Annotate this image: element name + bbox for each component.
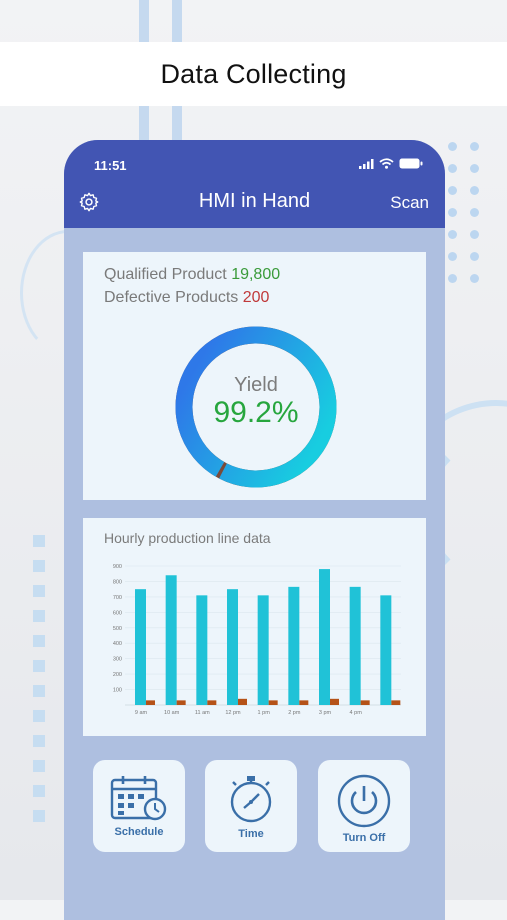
y-tick-label: 700 (113, 595, 122, 601)
yield-value: 99.2% (213, 396, 299, 429)
bar-series-2 (299, 700, 309, 705)
bar-series-2 (146, 700, 155, 705)
scan-button[interactable]: Scan (390, 193, 429, 212)
qualified-label: Qualified Product (104, 266, 227, 283)
hourly-chart-card: Hourly production line data 100 200 300 400… (83, 518, 426, 736)
y-tick-label: 300 (113, 657, 122, 663)
x-tick-label: 11 am (195, 710, 210, 716)
phone-frame: 11:51 HMI in Hand Scan Qualified (64, 140, 445, 920)
bar-series-2 (238, 698, 247, 705)
battery-icon (399, 158, 423, 169)
turn-off-label: Turn Off (342, 832, 386, 844)
yield-label: Yield (234, 374, 278, 396)
bar-series-2 (176, 700, 186, 705)
status-icons (359, 158, 423, 169)
time-button[interactable]: Time (205, 760, 297, 852)
bar-series-1 (288, 586, 300, 705)
turn-off-button[interactable]: Turn Off (318, 760, 410, 852)
defective-product-row: Defective Products 200 (104, 289, 269, 307)
schedule-button[interactable]: Schedule (93, 760, 185, 852)
yield-ring-qualified (175, 326, 337, 488)
hourly-bar-chart: 100 200 300 400 500 600 700 800 900 9 am 10 am 11 a… (113, 564, 401, 716)
defective-value: 200 (242, 289, 270, 306)
bar-series-1 (319, 569, 330, 705)
x-tick-label: 1 pm (258, 710, 271, 716)
bar-series-1 (227, 589, 238, 705)
qualified-value: 19,800 (231, 266, 281, 283)
qualified-product-row: Qualified Product 19,800 (104, 266, 280, 284)
y-tick-label: 600 (113, 610, 122, 616)
bar-series-1 (165, 575, 177, 705)
bar-series-1 (380, 595, 392, 705)
y-tick-label: 100 (113, 688, 122, 694)
x-tick-label: 9 am (135, 710, 148, 716)
gear-icon[interactable] (78, 191, 100, 213)
bar-series-2 (207, 700, 217, 705)
x-tick-label: 2 pm (288, 710, 301, 716)
bar-series-1 (257, 595, 269, 705)
bar-series-2 (360, 700, 370, 705)
yield-donut (175, 326, 337, 488)
app-header: 11:51 HMI in Hand Scan (64, 140, 445, 228)
signal-icon (359, 158, 374, 169)
wifi-icon (379, 158, 394, 169)
bar-series-2 (268, 700, 278, 705)
time-label: Time (238, 828, 264, 840)
bar-series-1 (349, 586, 361, 705)
schedule-label: Schedule (114, 826, 164, 838)
calendar-icon (110, 776, 167, 821)
bar-series-1 (196, 595, 208, 705)
x-tick-label: 4 pm (350, 710, 363, 716)
y-tick-label: 900 (113, 564, 122, 570)
stopwatch-icon (230, 776, 272, 823)
y-tick-label: 500 (113, 626, 122, 632)
yield-card: Qualified Product 19,800 Defective Produ… (83, 252, 426, 500)
y-tick-label: 200 (113, 672, 122, 678)
bar-series-2 (330, 698, 339, 705)
bar-series-1 (135, 589, 146, 705)
chart-title: Hourly production line data (104, 530, 271, 546)
power-icon (337, 774, 391, 828)
y-tick-label: 800 (113, 579, 122, 585)
app-title: HMI in Hand (198, 190, 311, 212)
banner-title: Data Collecting (160, 58, 347, 89)
x-tick-label: 10 am (164, 710, 180, 716)
y-tick-label: 400 (113, 641, 122, 647)
x-tick-label: 3 pm (319, 710, 332, 716)
x-tick-label: 12 pm (225, 710, 241, 716)
status-time: 11:51 (94, 158, 127, 173)
banner: Data Collecting (0, 42, 507, 106)
defective-label: Defective Products (104, 289, 239, 306)
bar-series-2 (391, 700, 401, 705)
